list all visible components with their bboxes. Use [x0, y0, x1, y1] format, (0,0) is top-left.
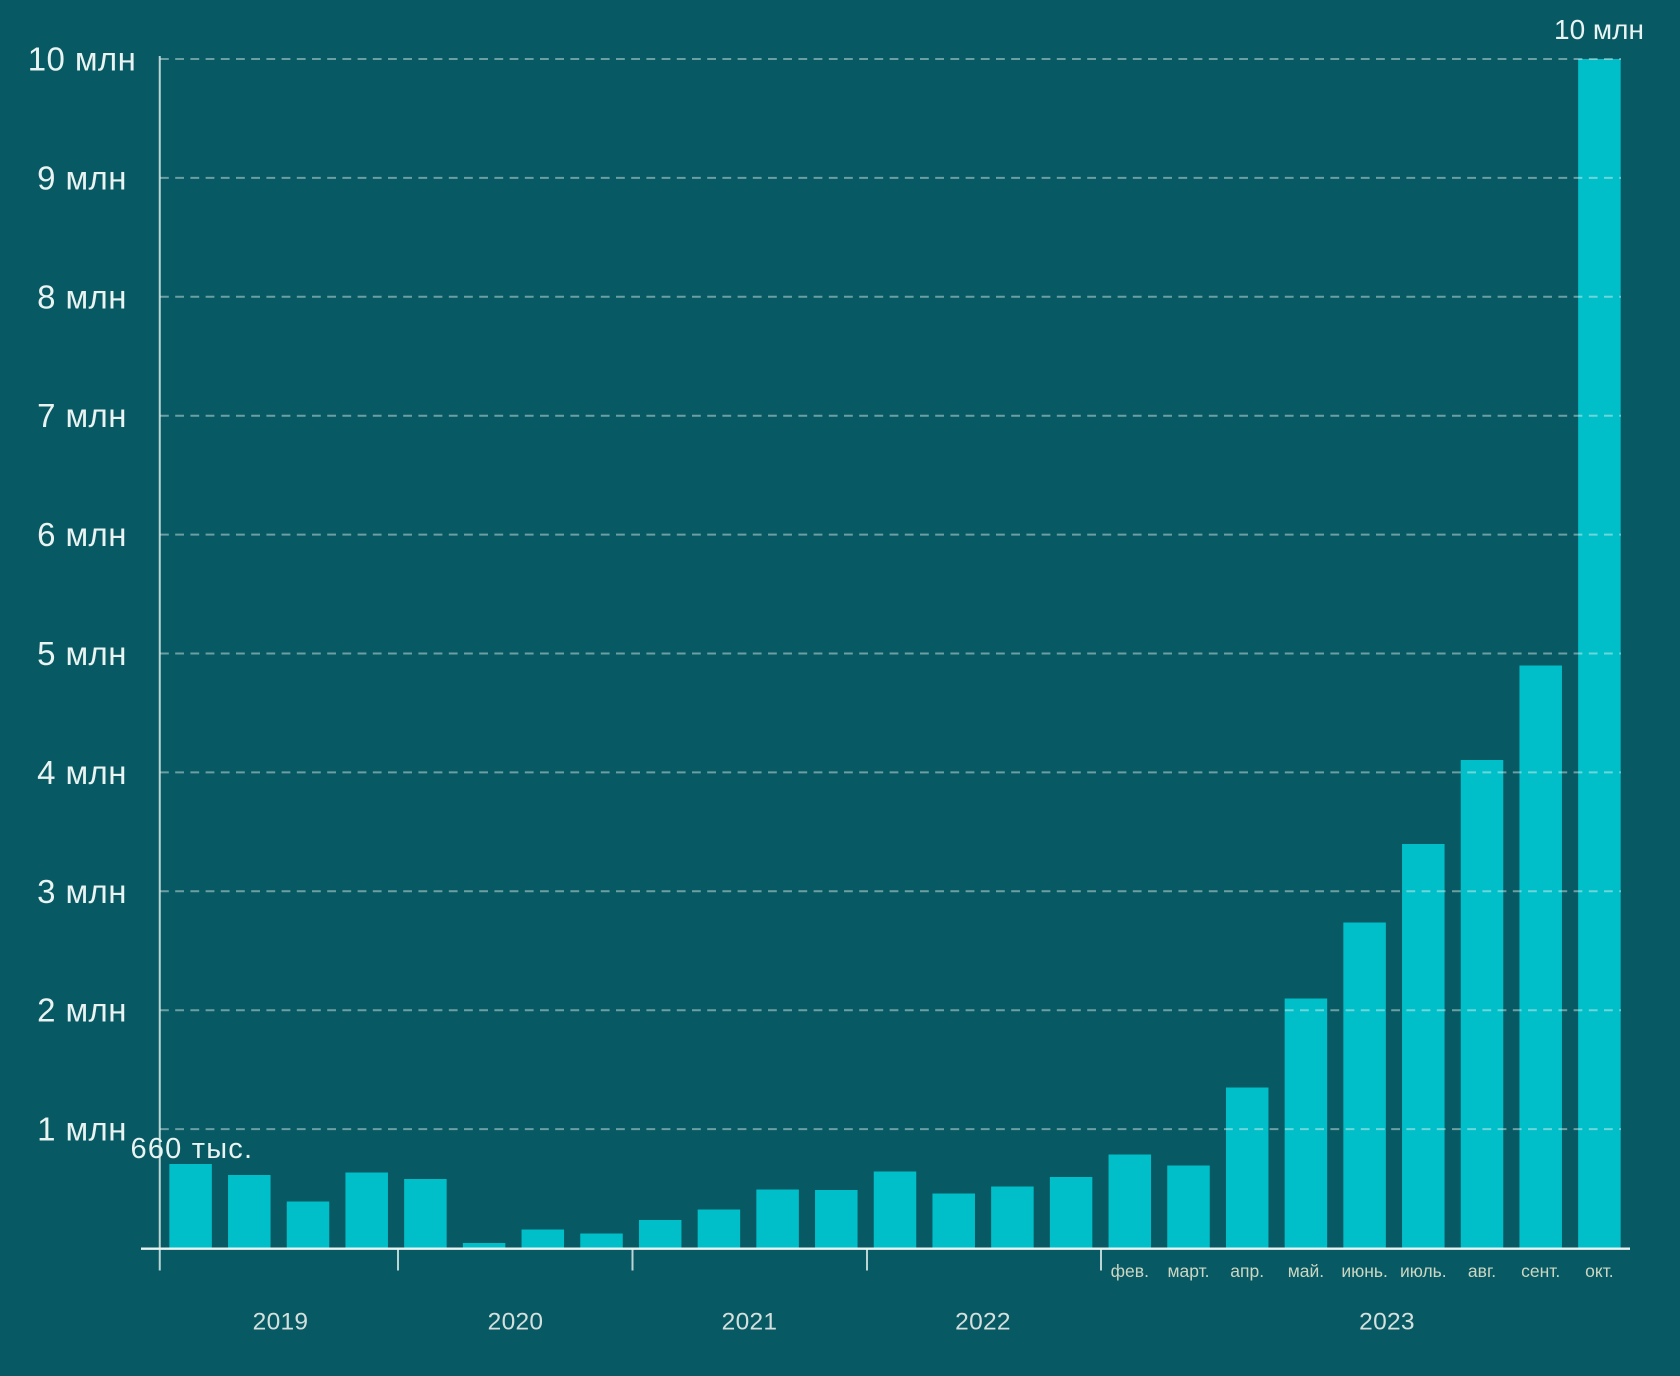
- svg-text:7 млн: 7 млн: [37, 397, 127, 434]
- svg-text:5 млн: 5 млн: [37, 635, 127, 672]
- svg-text:1 млн: 1 млн: [37, 1111, 127, 1148]
- svg-text:июнь.: июнь.: [1341, 1261, 1388, 1281]
- svg-text:2019: 2019: [253, 1309, 309, 1336]
- svg-text:2021: 2021: [722, 1309, 778, 1336]
- svg-text:2020: 2020: [488, 1309, 544, 1336]
- svg-text:9 млн: 9 млн: [37, 159, 127, 196]
- svg-text:10 млн: 10 млн: [1554, 14, 1644, 45]
- svg-text:2 млн: 2 млн: [37, 992, 127, 1029]
- svg-text:окт.: окт.: [1585, 1261, 1614, 1281]
- svg-text:10 млн: 10 млн: [28, 41, 136, 78]
- svg-text:8 млн: 8 млн: [37, 278, 127, 315]
- svg-text:3 млн: 3 млн: [37, 873, 127, 910]
- svg-text:6 млн: 6 млн: [37, 516, 127, 553]
- svg-text:май.: май.: [1288, 1261, 1324, 1281]
- svg-text:660 тыс.: 660 тыс.: [131, 1133, 254, 1165]
- svg-text:июль.: июль.: [1400, 1261, 1447, 1281]
- svg-text:март.: март.: [1167, 1261, 1209, 1281]
- svg-text:фев.: фев.: [1111, 1261, 1149, 1281]
- svg-text:2022: 2022: [955, 1309, 1011, 1336]
- svg-text:сент.: сент.: [1521, 1261, 1560, 1281]
- svg-text:2023: 2023: [1359, 1309, 1415, 1336]
- svg-text:4 млн: 4 млн: [37, 754, 127, 791]
- svg-text:авг.: авг.: [1468, 1261, 1496, 1281]
- svg-text:апр.: апр.: [1230, 1261, 1264, 1281]
